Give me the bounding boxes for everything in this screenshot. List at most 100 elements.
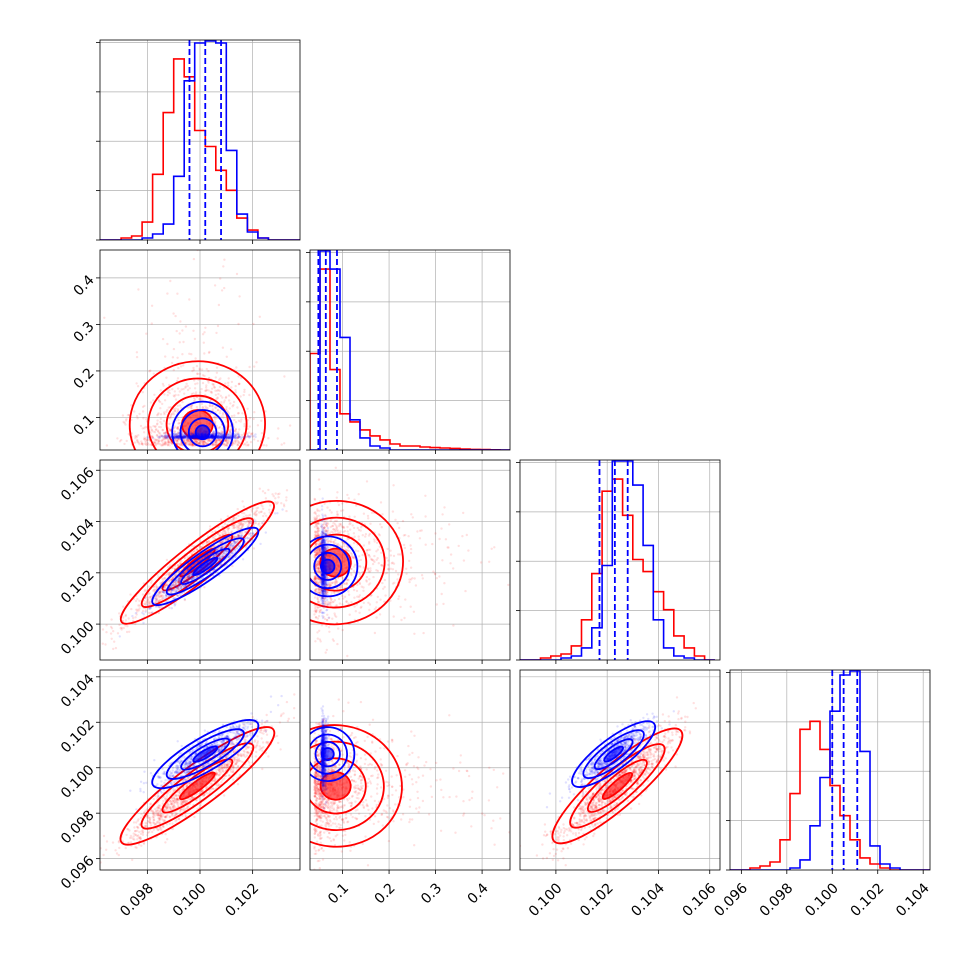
contour-blue-2-1-3 — [310, 535, 359, 598]
contour-red-3-1-1 — [310, 757, 367, 815]
contour-red-3-1-2 — [310, 740, 385, 832]
scatter-panel-3-0: 0.098 0.100 0.102 0.096 0.098 0.100 0.102 0.104 — [58, 669, 301, 920]
plot-area-2-0 — [101, 479, 300, 651]
ytick-label-3-3: 0.102 — [58, 717, 98, 757]
plot-area-2-2 — [520, 460, 715, 660]
contour-blue-3-2-0 — [603, 745, 624, 763]
scatter-red-2-1 — [313, 466, 510, 658]
panel-frame-3-2 — [519, 669, 721, 871]
plot-area-0-0 — [100, 40, 300, 240]
scatter-panel-2-1 — [309, 459, 511, 664]
contour-red-3-2-0 — [601, 771, 634, 800]
xtick-label-2-3: 0.106 — [680, 880, 720, 920]
contour-blue-2-0-2 — [165, 537, 245, 596]
contour-red-1-0-3 — [128, 360, 266, 450]
contour-red-1-0-1 — [165, 394, 230, 450]
contour-red-2-1-2 — [310, 516, 386, 609]
hist-blue-2 — [520, 460, 715, 660]
hist-panel-2 — [516, 459, 721, 664]
xtick-label-2-1: 0.102 — [577, 880, 617, 920]
contour-blue-2-1-1 — [313, 551, 343, 581]
contour-red-3-2-2 — [569, 743, 666, 829]
panel-frame-3-3 — [729, 669, 931, 871]
contour-blue-3-0-0 — [192, 745, 219, 763]
plot-area-3-0 — [100, 693, 296, 864]
contour-blue-1-0-3 — [171, 400, 234, 450]
plot-area-2-1 — [310, 466, 510, 658]
xtick-label-0-2: 0.102 — [223, 880, 263, 920]
panel-frame-1-1 — [309, 249, 511, 451]
ytick-label-2-1: 0.102 — [58, 567, 98, 607]
contour-red-3-0-2 — [140, 742, 255, 830]
ytick-label-3-4: 0.104 — [58, 671, 98, 711]
contour-red-2-1-3 — [310, 499, 404, 626]
scatter-panel-3-2: 0.100 0.102 0.104 0.106 — [519, 669, 721, 920]
contour-red-3-1-3 — [310, 724, 403, 848]
contour-red-3-0-1 — [161, 758, 234, 814]
xtick-label-1-3: 0.4 — [465, 880, 492, 907]
contour-blue-3-2-3 — [571, 720, 657, 788]
hist-red-2 — [520, 478, 715, 660]
hist-panel-3: 0.096 0.098 0.100 0.102 0.104 — [711, 669, 933, 920]
contour-blue-2-0-3 — [151, 526, 260, 607]
scatter-panel-3-1: 0.1 0.2 0.3 0.4 — [309, 669, 511, 907]
ytick-label-1-0: 0.1 — [71, 412, 98, 439]
xtick-label-1-0: 0.1 — [325, 880, 352, 907]
plot-area-3-3 — [730, 670, 930, 870]
hist-blue-1 — [310, 250, 510, 450]
xtick-label-3-0: 0.096 — [711, 880, 751, 920]
scatter-panel-1-0: 0.1 0.2 0.3 0.4 — [71, 249, 301, 454]
ytick-label-2-3: 0.106 — [58, 465, 98, 505]
contour-blue-2-1-0 — [320, 558, 336, 575]
contour-blue-3-1-3 — [310, 726, 356, 782]
plot-area-1-0 — [103, 250, 292, 450]
contour-blue-1-0-1 — [187, 417, 218, 448]
contour-red-3-2-1 — [586, 758, 648, 813]
scatter-red-3-1 — [313, 698, 510, 870]
contour-blue-2-0-0 — [192, 556, 219, 577]
ytick-label-1-1: 0.2 — [71, 365, 98, 392]
contour-red-1-0-2 — [147, 377, 248, 450]
ytick-label-3-1: 0.098 — [58, 808, 98, 848]
xtick-label-1-2: 0.3 — [418, 880, 445, 907]
contour-blue-3-2-2 — [582, 729, 645, 779]
panel-frame-3-1 — [309, 669, 511, 871]
ytick-label-3-0: 0.096 — [58, 853, 98, 893]
xtick-label-2-0: 0.100 — [526, 880, 566, 920]
contour-blue-2-1-2 — [310, 543, 351, 590]
ytick-label-3-2: 0.100 — [58, 762, 98, 802]
contour-blue-3-0-3 — [151, 719, 260, 790]
hist-red-3 — [730, 720, 930, 870]
contour-red-2-1-1 — [310, 533, 368, 592]
xtick-label-3-2: 0.100 — [802, 880, 842, 920]
hist-panel-0 — [96, 39, 301, 244]
xtick-label-3-3: 0.102 — [848, 880, 888, 920]
xtick-label-3-4: 0.104 — [893, 880, 933, 920]
xtick-label-0-1: 0.100 — [170, 880, 210, 920]
contour-blue-3-1-1 — [314, 740, 341, 768]
contour-red-3-0-0 — [179, 771, 216, 801]
xtick-label-3-1: 0.098 — [757, 880, 797, 920]
plot-area-3-1 — [310, 698, 510, 870]
panel-frame-2-2 — [519, 459, 721, 661]
ytick-label-1-2: 0.3 — [71, 319, 98, 346]
hist-blue-3 — [730, 670, 930, 870]
plot-area-3-2 — [520, 696, 697, 867]
xtick-label-2-2: 0.104 — [628, 880, 668, 920]
ytick-label-2-0: 0.100 — [58, 618, 98, 658]
scatter-blue-2-1 — [319, 497, 332, 620]
hist-panel-1 — [306, 249, 511, 454]
scatter-panel-2-0: 0.100 0.102 0.104 0.106 — [58, 459, 301, 664]
contour-red-3-2-3 — [551, 727, 684, 845]
contour-blue-3-0-1 — [180, 737, 231, 771]
contour-blue-3-2-1 — [593, 738, 634, 770]
xtick-label-1-1: 0.2 — [372, 880, 399, 907]
contour-blue-3-1-2 — [310, 733, 348, 775]
contour-blue-1-0-2 — [179, 409, 226, 450]
plot-area-1-1 — [310, 250, 510, 450]
contour-blue-2-0-1 — [180, 547, 231, 585]
contour-blue-3-1-0 — [320, 747, 335, 762]
xtick-label-0-0: 0.098 — [117, 880, 157, 920]
contour-blue-1-0-0 — [194, 424, 211, 441]
